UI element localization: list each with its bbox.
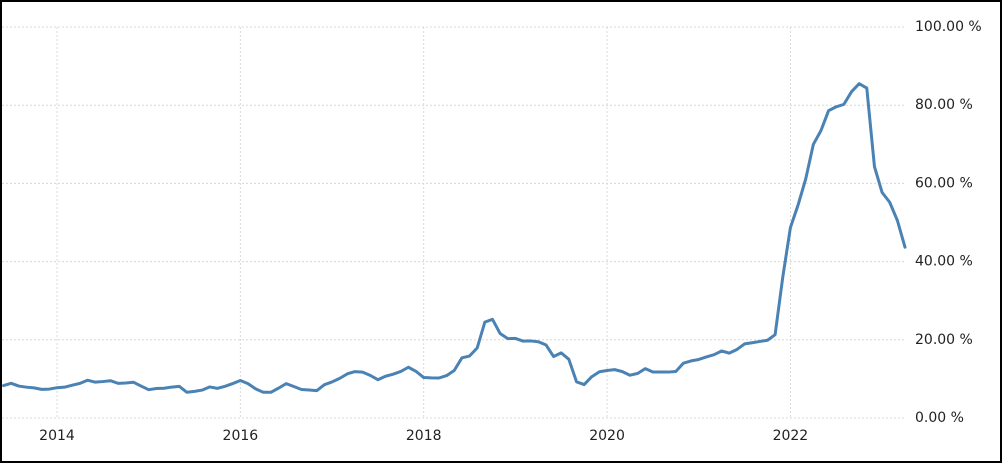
y-tick-label: 20.00 % [915, 332, 973, 348]
y-tick-label: 40.00 % [915, 254, 973, 270]
y-tick-label: 0.00 % [915, 410, 964, 426]
x-tick-label: 2016 [223, 428, 259, 444]
y-tick-label: 80.00 % [915, 97, 973, 113]
x-tick-label: 2020 [589, 428, 625, 444]
data-line [2, 82, 907, 394]
y-tick-label: 60.00 % [915, 175, 973, 191]
y-tick-label: 100.00 % [915, 19, 982, 35]
x-tick-label: 2018 [406, 428, 442, 444]
x-tick-label: 2022 [773, 428, 809, 444]
x-tick-label: 2014 [39, 428, 75, 444]
